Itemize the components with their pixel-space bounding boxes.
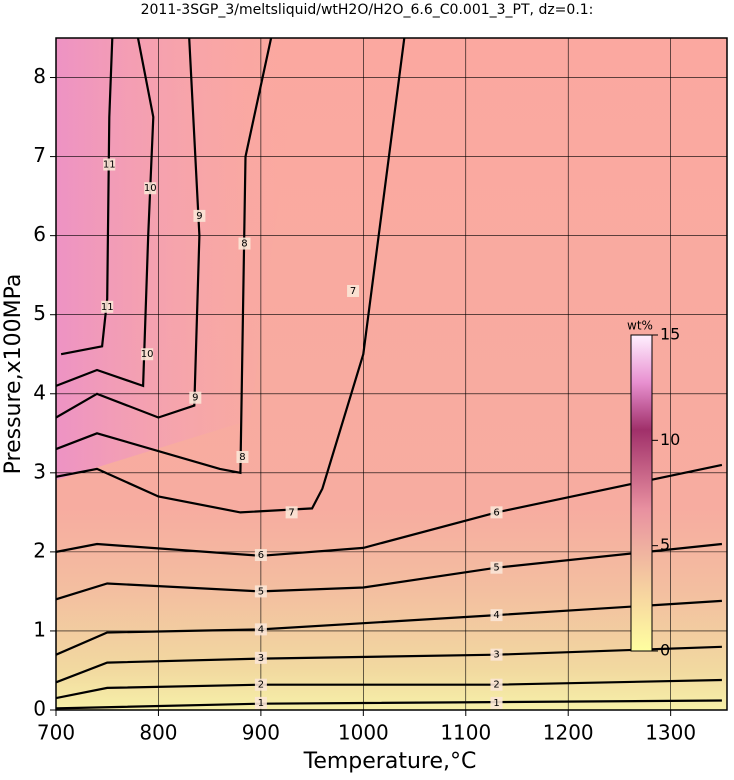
contour-label-box <box>490 678 503 691</box>
contour-label: 11 <box>101 302 114 313</box>
contour-line <box>56 38 201 419</box>
contour-label-box <box>236 451 249 464</box>
contour-label: 5 <box>493 563 499 574</box>
y-tick-label: 3 <box>33 459 46 483</box>
contour-label-box <box>101 300 114 313</box>
contour-label: 8 <box>239 452 245 463</box>
y-tick-label: 5 <box>33 301 46 325</box>
contour-line <box>56 38 273 475</box>
chart-title: 2011-3SGP_3/meltsliquid/wtH2O/H2O_6.6_C0… <box>141 2 594 18</box>
contour-label: 4 <box>493 610 499 621</box>
colorbar-tick-label: 0 <box>660 641 670 660</box>
contour-label: 9 <box>196 211 202 222</box>
contour-line <box>56 38 155 388</box>
contour-label-box <box>141 348 154 361</box>
x-tick-label: 1100 <box>440 721 491 745</box>
y-tick-label: 2 <box>33 538 46 562</box>
contour-label-box <box>103 158 116 171</box>
contour-label: 1 <box>493 698 499 709</box>
contour-label: 1 <box>258 698 264 709</box>
contour-label: 8 <box>241 239 247 250</box>
contour-label-box <box>285 506 298 519</box>
y-tick-label: 0 <box>33 697 46 721</box>
colorbar-tick-label: 15 <box>660 325 680 344</box>
contour-label-box <box>193 209 206 222</box>
contour-label: 7 <box>288 507 294 518</box>
contour-label: 3 <box>258 653 264 664</box>
contour-label-box <box>189 391 202 404</box>
y-axis-label: Pressure,x100MPa <box>1 274 26 475</box>
contour-label-box <box>490 506 503 519</box>
contour-label-box <box>254 678 267 691</box>
x-tick-label: 800 <box>139 721 177 745</box>
y-tick-label: 7 <box>33 143 46 167</box>
x-tick-label: 1300 <box>645 721 696 745</box>
contour-label-box <box>490 561 503 574</box>
contour-label-box <box>490 696 503 709</box>
contour-line <box>56 542 723 601</box>
contour-label: 6 <box>258 550 264 561</box>
contour-label-box <box>254 696 267 709</box>
colorbar-bar <box>630 334 653 652</box>
colorbar-tick-label: 10 <box>660 430 680 449</box>
contour-label: 5 <box>258 586 264 597</box>
plot-frame <box>55 37 728 711</box>
x-tick-label: 1000 <box>338 721 389 745</box>
contour-label-box <box>490 648 503 661</box>
y-tick-label: 4 <box>33 380 46 404</box>
x-tick-label: 900 <box>242 721 280 745</box>
colorbar: wt% 0 5 10 15 <box>627 319 680 660</box>
y-tick-label: 8 <box>33 64 46 88</box>
contour-label: 3 <box>493 650 499 661</box>
contour-label-box <box>144 182 157 195</box>
contour-label: 2 <box>258 680 264 691</box>
contour-label: 7 <box>350 286 356 297</box>
contour-label-box <box>254 585 267 598</box>
contour-line <box>56 38 406 514</box>
contour-label: 4 <box>258 624 264 635</box>
contour-label-box <box>254 651 267 664</box>
x-axis-label: Temperature,°C <box>303 749 477 774</box>
contour-line <box>56 463 723 557</box>
contour-label-box <box>254 549 267 562</box>
x-tick-label: 700 <box>37 721 75 745</box>
y-tick-label: 6 <box>33 222 46 246</box>
colorbar-label: wt% <box>627 319 653 333</box>
x-tick-label: 1200 <box>543 721 594 745</box>
background-shade <box>56 38 300 480</box>
contour-label: 10 <box>144 183 157 194</box>
contour-label-box <box>238 237 251 250</box>
contour-label: 2 <box>493 680 499 691</box>
y-tick-label: 1 <box>33 617 46 641</box>
contour-label: 9 <box>192 393 198 404</box>
contour-label: 11 <box>103 159 116 170</box>
contour-label-box <box>254 623 267 636</box>
colorbar-tick-label: 5 <box>660 535 670 554</box>
contour-label-box <box>347 284 360 297</box>
contour-label-box <box>490 609 503 622</box>
contour-line <box>60 38 114 356</box>
contour-label: 10 <box>141 349 154 360</box>
contour-label: 6 <box>493 507 499 518</box>
